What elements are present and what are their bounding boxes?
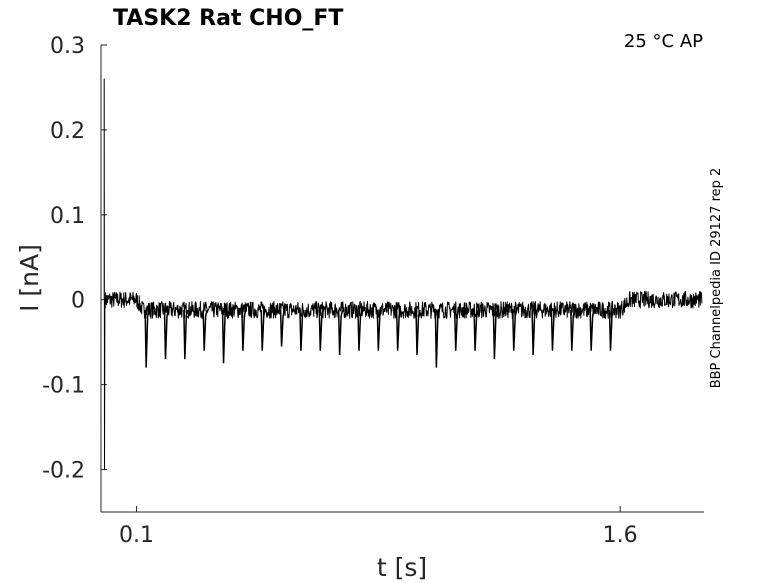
spike xyxy=(357,309,363,351)
temperature-annotation: 25 °C AP xyxy=(624,31,703,52)
spike xyxy=(221,309,228,364)
spike xyxy=(163,309,170,360)
y-axis-label: I [nA] xyxy=(15,244,44,312)
spike xyxy=(511,309,518,351)
spike xyxy=(492,309,499,360)
spike xyxy=(337,309,344,355)
spike xyxy=(260,309,266,351)
spike xyxy=(473,309,479,351)
y-tick-label: 0 xyxy=(71,289,85,314)
spike xyxy=(144,309,150,368)
y-tick-label: 0.2 xyxy=(50,119,85,144)
spike xyxy=(279,309,286,347)
spike xyxy=(241,309,247,351)
spike xyxy=(608,309,615,351)
current-trace xyxy=(103,78,703,470)
y-tick-label: -0.2 xyxy=(42,459,85,484)
spike xyxy=(570,309,576,351)
x-tick-label: 0.1 xyxy=(119,523,154,548)
axes xyxy=(100,45,704,513)
spike xyxy=(453,309,460,351)
spike xyxy=(550,309,557,351)
spike xyxy=(415,309,421,355)
trace-layer xyxy=(103,78,703,470)
spike xyxy=(531,309,537,355)
spike xyxy=(395,309,402,351)
y-tick-label: 0.3 xyxy=(50,34,85,59)
chart-title: TASK2 Rat CHO_FT xyxy=(113,6,343,31)
spike xyxy=(299,309,305,351)
ticks: 0.3 0.2 0.1 0 -0.1 -0.2 0.1 1.6 xyxy=(42,34,638,548)
channelpedia-id-label: BBP Channelpedia ID 29127 rep 2 xyxy=(709,168,724,389)
spike xyxy=(589,309,595,351)
spike xyxy=(434,309,441,368)
x-axis-label: t [s] xyxy=(377,553,427,582)
spike xyxy=(318,309,325,351)
spike xyxy=(183,309,189,360)
spike xyxy=(376,309,383,351)
y-tick-label: -0.1 xyxy=(42,374,85,399)
y-tick-label: 0.1 xyxy=(50,204,85,229)
x-tick-label: 1.6 xyxy=(603,523,638,548)
spike xyxy=(202,309,208,351)
